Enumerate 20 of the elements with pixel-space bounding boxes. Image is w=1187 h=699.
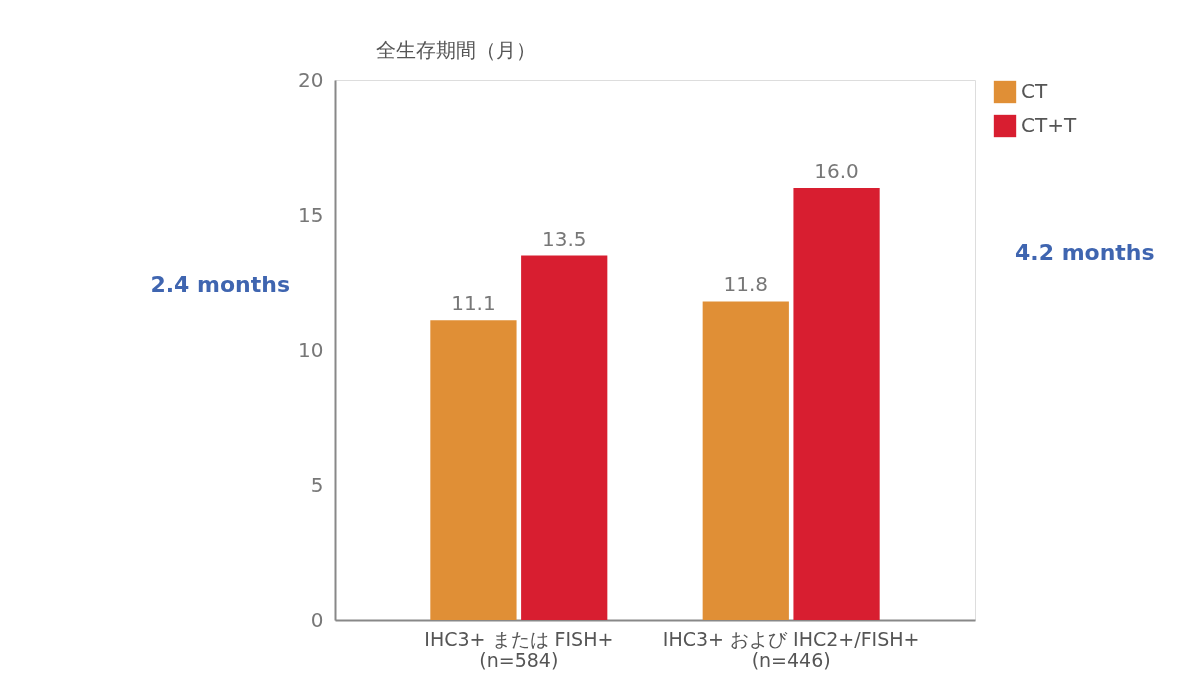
text: 11.8 [723, 272, 769, 297]
y-axis-title: 全生存期間（月） [375, 37, 536, 62]
text: 16.0 [814, 159, 859, 183]
bar [430, 320, 517, 620]
x-tick-label: IHC3+ または FISH+ (n=584) [424, 627, 614, 671]
text: 4.2 months [1015, 239, 1155, 265]
text: 2.4 months [150, 272, 290, 298]
text: 11.1 [451, 291, 496, 316]
y-tick-label: 0 [310, 607, 324, 632]
y-tick-label: 5 [310, 472, 324, 497]
legend-label: CT [1021, 79, 1048, 103]
bar [702, 301, 789, 620]
y-tick-label: 10 [298, 337, 324, 362]
y-tick-label: 15 [298, 202, 324, 227]
legend-label: CT+T [1021, 113, 1077, 137]
y-tick-label: 20 [298, 67, 324, 92]
bar [793, 188, 880, 620]
bar [521, 255, 608, 620]
x-tick-label: IHC3+ および IHC2+/FISH+ (n=446) [662, 627, 920, 671]
text: 13.5 [541, 226, 587, 251]
